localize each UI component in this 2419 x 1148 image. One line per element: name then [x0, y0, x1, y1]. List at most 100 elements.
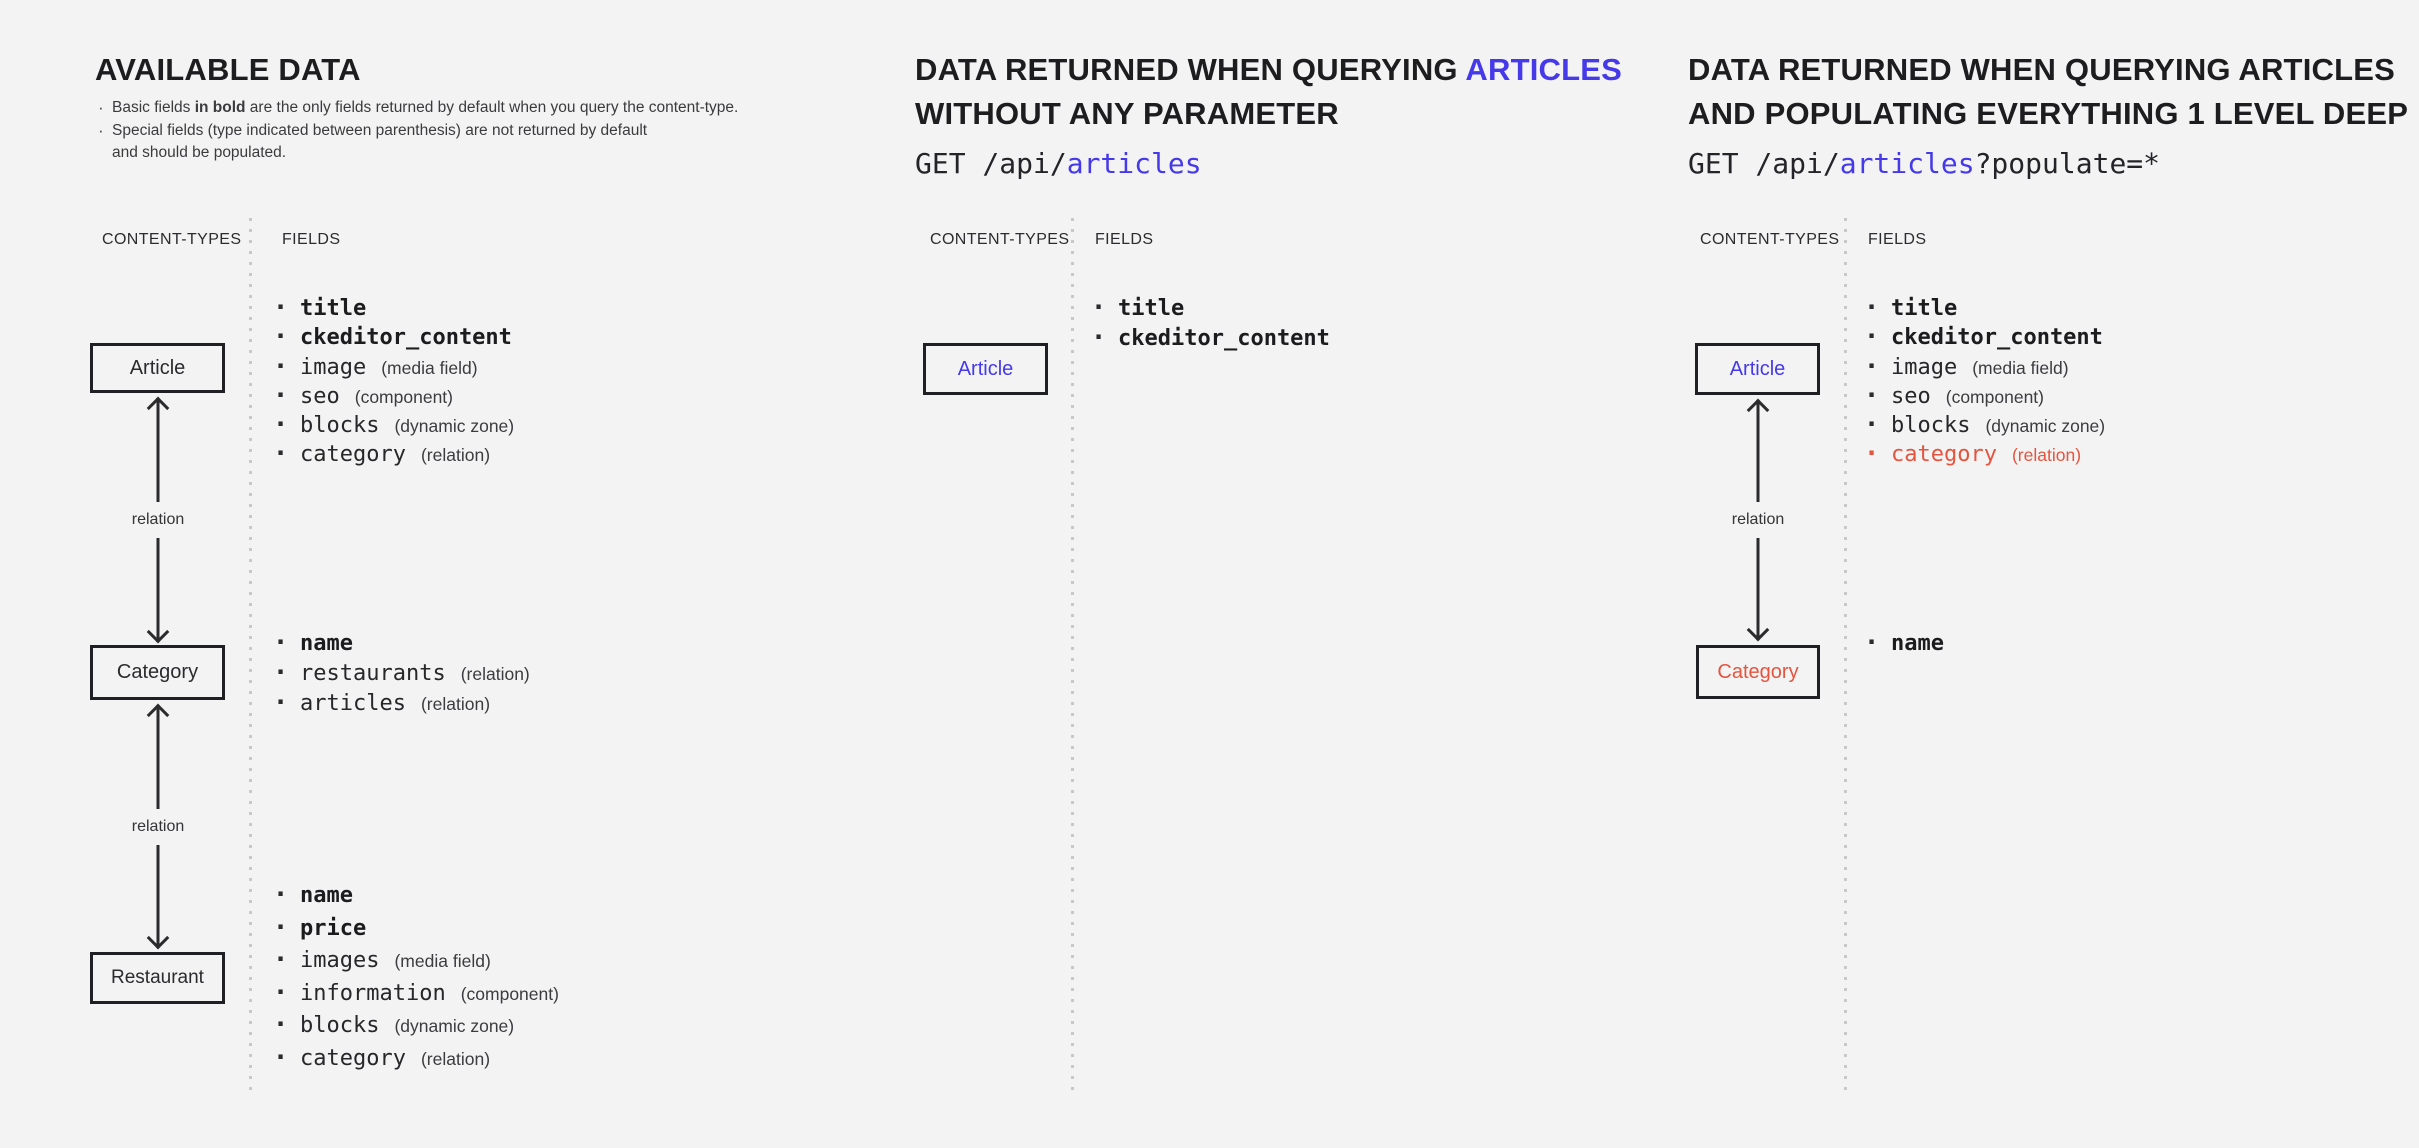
bullet-icon: · — [1867, 293, 1877, 321]
bullet-icon: · — [276, 293, 286, 321]
text-run: ?populate=* — [1974, 147, 2161, 180]
col3-title: DATA RETURNED WHEN QUERYING ARTICLES AND… — [1688, 48, 2408, 136]
field-name: name — [1891, 631, 1944, 656]
field-name: blocks — [300, 1013, 380, 1038]
field-name: blocks — [1891, 413, 1971, 439]
article-fields-list: · title · ckeditor_content · image (media fiel… — [1867, 293, 2105, 469]
text-run: are the only fields returned by default … — [245, 99, 739, 116]
arrowhead-down-icon — [1746, 618, 1770, 642]
category-fields-list: · name · restaurants (relation) · articles (rel… — [276, 628, 530, 718]
field-row: · seo (component) — [276, 381, 514, 410]
bullet-icon: · — [1867, 351, 1877, 380]
box-label: Article — [1729, 357, 1786, 380]
bullet-icon: · — [98, 120, 104, 140]
col1-notes: · Basic fields in bold are the only field… — [98, 97, 738, 165]
col3-request-line: GET /api/articles?populate=* — [1688, 147, 2160, 180]
field-row: · ckeditor_content — [1094, 323, 1330, 353]
field-type: (dynamic zone) — [1985, 416, 2106, 437]
field-name: seo — [300, 383, 340, 409]
col1-title: AVAILABLE DATA — [95, 52, 361, 87]
box-label: Category — [1717, 660, 1799, 683]
field-name: restaurants — [300, 661, 446, 686]
field-name: name — [300, 631, 353, 656]
field-name: image — [1891, 354, 1958, 380]
text-run: in bold — [194, 99, 246, 116]
field-name: seo — [1891, 383, 1931, 409]
text-run: GET /api/ — [1688, 147, 1840, 180]
article-fields-list: · title · ckeditor_content — [1094, 293, 1330, 353]
field-row: · restaurants (relation) — [276, 658, 530, 688]
field-row: · seo (component) — [1867, 381, 2105, 410]
field-row: · price — [276, 913, 559, 946]
col1-dotted-divider — [249, 218, 252, 1090]
box-label: Restaurant — [111, 967, 204, 988]
note-row: · Special fields (type indicated between … — [98, 120, 738, 143]
content-type-box-article: Article — [90, 343, 225, 393]
field-name: category — [300, 442, 406, 468]
arrowhead-up-icon — [1746, 398, 1770, 422]
field-name: title — [1891, 296, 1958, 321]
bullet-icon: · — [276, 688, 286, 716]
field-name: ckeditor_content — [1891, 325, 2103, 351]
content-type-box-article: Article — [1695, 343, 1820, 395]
arrowhead-down-icon — [146, 620, 170, 644]
field-row: · category (relation) — [276, 1043, 559, 1076]
field-type: (media field) — [381, 357, 478, 378]
field-row: · name — [276, 880, 559, 913]
relation-label: relation — [128, 502, 188, 538]
note-text: Special fields (type indicated between p… — [112, 120, 647, 143]
relation-arrow: relation — [128, 396, 188, 644]
text-run: articles — [1839, 147, 1975, 180]
field-row: · blocks (dynamic zone) — [276, 1010, 559, 1043]
bullet-icon: · — [98, 98, 104, 117]
col2-content-types-label: CONTENT-TYPES — [930, 231, 1070, 248]
field-name: image — [300, 354, 367, 380]
field-row: · blocks (dynamic zone) — [276, 410, 514, 439]
col1-content-types-label: CONTENT-TYPES — [102, 231, 242, 248]
restaurant-fields-list: · name · price · images (media field) · informat… — [276, 880, 559, 1075]
field-type: (component) — [1945, 386, 2044, 407]
box-label: Article — [957, 357, 1014, 380]
text-run: DATA RETURNED WHEN QUERYING — [915, 52, 1466, 87]
note-text: Basic fields in bold are the only fields… — [112, 97, 738, 120]
bullet-icon: · — [1094, 323, 1104, 351]
field-row: · category (relation) — [276, 439, 514, 468]
bullet-icon: · — [276, 380, 286, 409]
col2-fields-label: FIELDS — [1095, 231, 1154, 248]
field-type: (relation) — [420, 445, 491, 466]
bullet-icon: · — [276, 880, 286, 908]
bullet-icon: · — [276, 912, 286, 941]
field-type: (dynamic zone) — [394, 1016, 515, 1036]
col1-fields-label: FIELDS — [282, 231, 341, 248]
relation-label: relation — [1728, 502, 1788, 538]
field-row: · ckeditor_content — [276, 322, 514, 351]
col3-fields-label: FIELDS — [1868, 231, 1927, 248]
arrowhead-up-icon — [146, 703, 170, 727]
note-indent — [98, 142, 112, 165]
relation-arrow: relation — [128, 703, 188, 950]
relation-label: relation — [128, 808, 188, 845]
field-row: · title — [276, 293, 514, 322]
box-label: Article — [129, 356, 186, 379]
col2-title-line2: WITHOUT ANY PARAMETER — [915, 96, 1339, 131]
field-name: title — [300, 296, 367, 321]
col3-title-line2: AND POPULATING EVERYTHING 1 LEVEL DEEP — [1688, 96, 2409, 131]
field-type: (media field) — [394, 951, 491, 971]
field-type: (relation) — [420, 1048, 491, 1069]
bullet-icon: · — [276, 945, 286, 973]
bullet-icon: · — [276, 322, 286, 351]
field-type: (media field) — [1972, 357, 2069, 378]
field-name: category — [1891, 442, 1997, 468]
box-label: Category — [116, 661, 199, 683]
field-row: · articles (relation) — [276, 688, 530, 718]
bullet-icon: · — [276, 977, 286, 1006]
content-type-box-category: Category — [1696, 645, 1820, 699]
field-row: · title — [1094, 293, 1330, 323]
field-name: articles — [300, 691, 406, 716]
col3-title-line1: DATA RETURNED WHEN QUERYING ARTICLES — [1688, 52, 2395, 87]
field-type: (component) — [460, 983, 559, 1004]
bullet-icon: · — [276, 1010, 286, 1038]
text-run: Basic fields — [112, 99, 195, 116]
field-name: ckeditor_content — [300, 325, 512, 351]
